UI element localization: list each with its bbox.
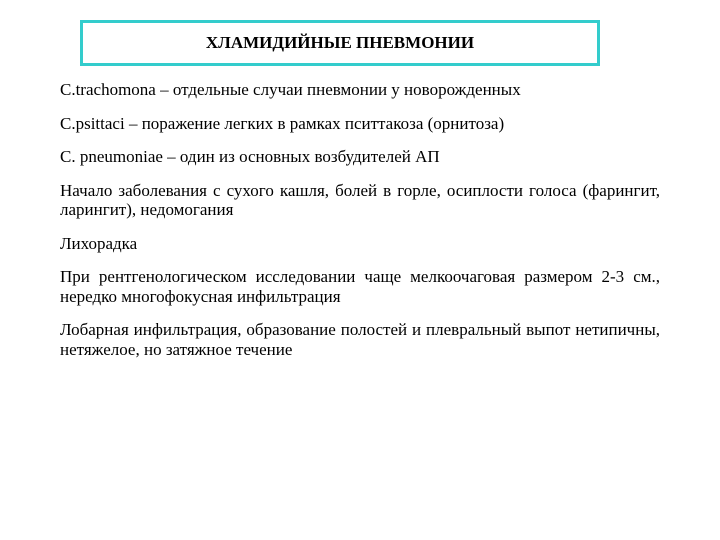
paragraph-5: Лихорадка [60, 234, 660, 254]
paragraph-3: C. pneumoniae – один из основных возбуди… [60, 147, 660, 167]
paragraph-4: Начало заболевания с сухого кашля, болей… [60, 181, 660, 220]
paragraph-7: Лобарная инфильтрация, образование полос… [60, 320, 660, 359]
page-title: ХЛАМИДИЙНЫЕ ПНЕВМОНИИ [206, 33, 474, 52]
title-container: ХЛАМИДИЙНЫЕ ПНЕВМОНИИ [80, 20, 600, 66]
paragraph-6: При рентгенологическом исследовании чаще… [60, 267, 660, 306]
paragraph-1: C.trachomona – отдельные случаи пневмони… [60, 80, 660, 100]
paragraph-2: C.psittaci – поражение легких в рамках п… [60, 114, 660, 134]
